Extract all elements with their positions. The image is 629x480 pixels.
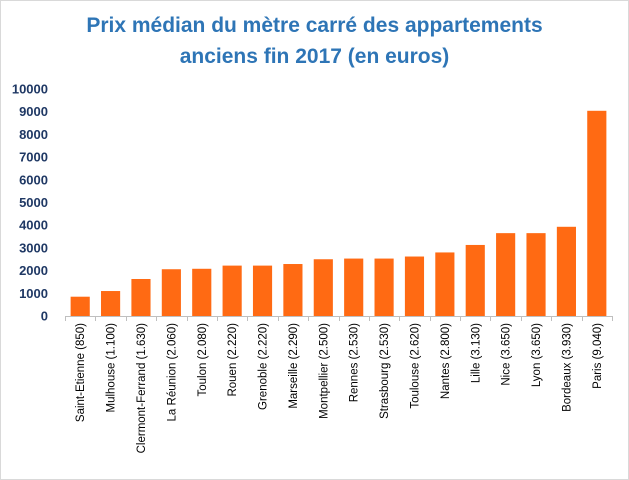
x-tick-label: Marseille (2.290): [288, 323, 300, 409]
bar: [404, 256, 425, 316]
bars: [70, 110, 607, 317]
bar: [161, 269, 181, 316]
x-tick-label: Toulon (2.080): [197, 323, 209, 397]
x-tick-label: Bordeaux (3.930): [561, 323, 573, 412]
chart-title: Prix médian du mètre carré des apparteme…: [0, 10, 629, 72]
x-tick-label: Nice (3.650): [501, 323, 513, 386]
chart-title-line-2: anciens fin 2017 (en euros): [179, 45, 450, 68]
x-tick-label: Strasbourg (2.530): [379, 323, 391, 419]
y-tick-label: 10000: [12, 82, 48, 97]
y-tick-label: 8000: [19, 127, 48, 142]
bar: [283, 264, 303, 316]
y-axis: 0 1000 2000 3000 4000 5000 6000 7000 8000 9000 100…: [12, 82, 48, 324]
bar: [192, 268, 212, 316]
y-tick-label: 7000: [19, 150, 48, 165]
x-tick-label: Saint-Etienne (850): [75, 323, 87, 422]
bar: [526, 233, 546, 316]
bar: [70, 296, 90, 316]
bar: [556, 226, 576, 316]
x-tick-label: La Réunion (2.060): [166, 323, 178, 422]
x-axis: Saint-Etienne (850) Mulhouse (1.100) Clerm…: [65, 316, 613, 453]
bar: [313, 259, 333, 316]
y-tick-label: 4000: [19, 218, 48, 233]
y-tick-label: 9000: [19, 104, 48, 119]
y-tick-label: 0: [41, 309, 48, 324]
bar: [496, 233, 516, 316]
bar: [101, 291, 121, 316]
bar: [131, 278, 151, 316]
y-tick-label: 3000: [19, 240, 48, 255]
x-tick-label: Lyon (3.650): [531, 323, 543, 387]
x-tick-label: Paris (9.040): [592, 323, 604, 389]
x-tick-label: Toulouse (2.620): [409, 323, 421, 409]
bar: [587, 110, 607, 317]
y-tick-label: 2000: [19, 263, 48, 278]
x-tick-label: Clermont-Ferrand (1.630): [136, 323, 148, 454]
bar: [435, 252, 455, 316]
x-tick-label: Montpellier (2.500): [318, 323, 330, 419]
x-tick-label: Nantes (2.800): [440, 323, 452, 399]
y-tick-label: 1000: [19, 286, 48, 301]
bar: [465, 244, 485, 316]
x-tick-label: Lille (3.130): [470, 323, 482, 383]
y-tick-label: 5000: [19, 195, 48, 210]
bar: [344, 258, 364, 316]
x-tick-label: Grenoble (2.220): [258, 323, 270, 410]
x-tick-label: Rennes (2.530): [349, 323, 361, 402]
bar: [252, 265, 273, 316]
bar: [374, 258, 394, 316]
bar: [222, 265, 242, 316]
x-tick-label: Rouen (2.220): [227, 323, 239, 397]
y-tick-label: 6000: [19, 172, 48, 187]
chart-title-line-1: Prix médian du mètre carré des apparteme…: [86, 14, 543, 37]
x-tick-label: Mulhouse (1.100): [106, 323, 118, 413]
